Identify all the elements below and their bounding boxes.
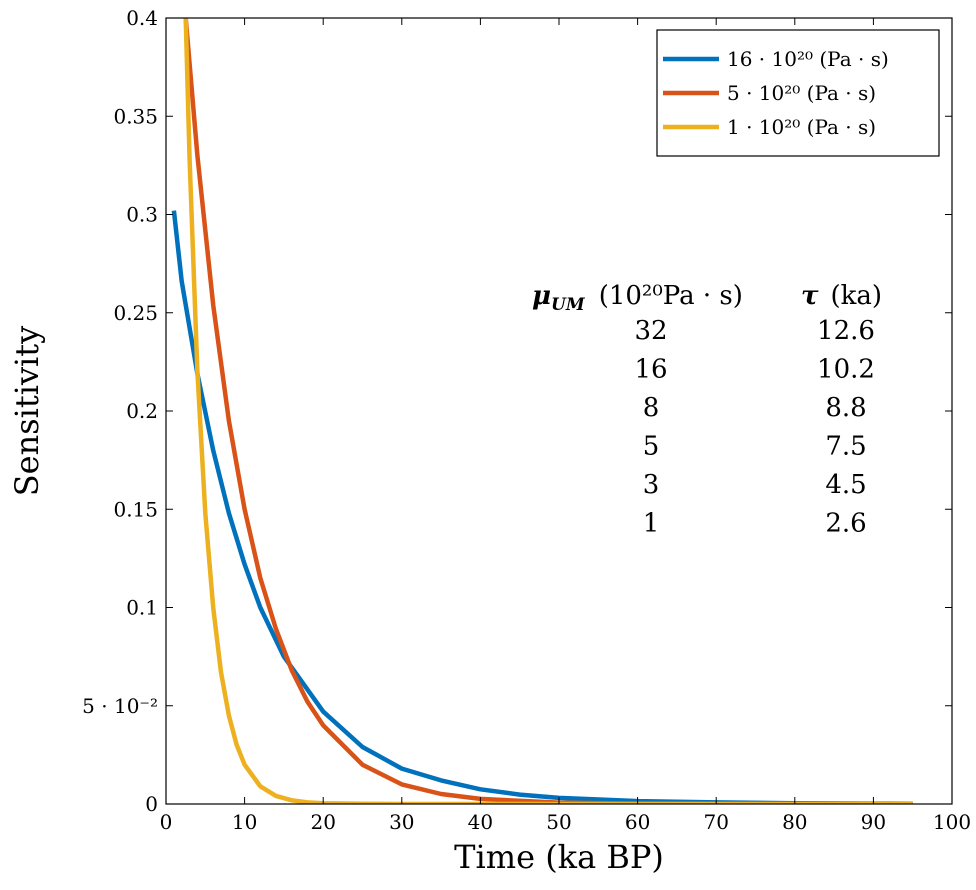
table-cell-tau: 4.5 <box>825 470 866 500</box>
x-tick-label: 70 <box>703 810 728 834</box>
x-tick-label: 100 <box>933 810 971 834</box>
x-tick-label: 60 <box>625 810 650 834</box>
y-tick-label: 0.25 <box>113 301 158 325</box>
table-header-mu: μUM (10²⁰Pa · s) <box>532 281 743 315</box>
table-header-tau-unit: (ka) <box>831 281 883 311</box>
table-cell-mu: 1 <box>643 509 660 539</box>
table-cell-mu: 3 <box>643 470 660 500</box>
x-tick-label: 80 <box>782 810 807 834</box>
y-tick-label: 0.3 <box>126 203 158 227</box>
table-header-mu-unit: (10²⁰Pa · s) <box>599 281 743 311</box>
table-cell-tau: 10.2 <box>817 355 875 385</box>
table-cell-mu: 8 <box>643 393 660 423</box>
table-cell-tau: 12.6 <box>817 316 875 346</box>
y-tick-label: 0.35 <box>113 104 158 128</box>
legend: 16 · 10²⁰ (Pa · s) 5 · 10²⁰ (Pa · s) 1 · 1… <box>656 29 940 157</box>
x-tick-label: 40 <box>468 810 493 834</box>
x-tick-label: 10 <box>232 810 257 834</box>
table-header-tau: τ (ka) <box>801 281 882 311</box>
x-tick-label: 0 <box>160 810 173 834</box>
x-axis-label: Time (ka BP) <box>454 838 664 876</box>
x-tick-label: 20 <box>310 810 335 834</box>
annotation-table: μUM (10²⁰Pa · s) τ (ka) 32 12.616 10.28 8.85 7… <box>532 281 882 539</box>
y-tick-label: 0.1 <box>126 596 158 620</box>
x-tick-label: 90 <box>861 810 886 834</box>
table-cell-mu: 32 <box>634 316 667 346</box>
y-axis-label: Sensitivity <box>8 326 46 496</box>
y-tick-label: 0 <box>145 792 158 816</box>
y-tick-label: 0.4 <box>126 6 158 30</box>
x-tick-label: 50 <box>546 810 571 834</box>
legend-label-3: 1 · 10²⁰ (Pa · s) <box>727 115 876 139</box>
legend-label-1: 16 · 10²⁰ (Pa · s) <box>727 47 889 71</box>
table-cell-mu: 5 <box>643 432 660 462</box>
y-tick-label: 5 · 10⁻² <box>82 694 158 718</box>
table-header-mu-subscript: UM <box>551 295 586 315</box>
legend-label-2: 5 · 10²⁰ (Pa · s) <box>727 81 876 105</box>
table-rows: 32 12.616 10.28 8.85 7.53 4.51 2.6 <box>634 316 874 539</box>
y-tick-label: 0.2 <box>126 399 158 423</box>
table-header-mu-symbol: μ <box>532 281 551 311</box>
x-tick-label: 30 <box>389 810 414 834</box>
table-cell-tau: 8.8 <box>825 393 866 423</box>
table-cell-tau: 7.5 <box>825 432 866 462</box>
x-axis-ticks: 0 10 20 30 40 50 60 70 80 90 100 <box>160 18 971 834</box>
table-cell-tau: 2.6 <box>825 509 866 539</box>
y-axis-ticks: 0 5 · 10⁻² 0.1 0.15 0.2 0.25 0.3 0.35 0.4 <box>82 6 952 816</box>
series-line-3 <box>183 18 913 804</box>
table-header-tau-symbol: τ <box>801 281 819 311</box>
y-tick-label: 0.15 <box>113 497 158 521</box>
table-cell-mu: 16 <box>634 355 667 385</box>
